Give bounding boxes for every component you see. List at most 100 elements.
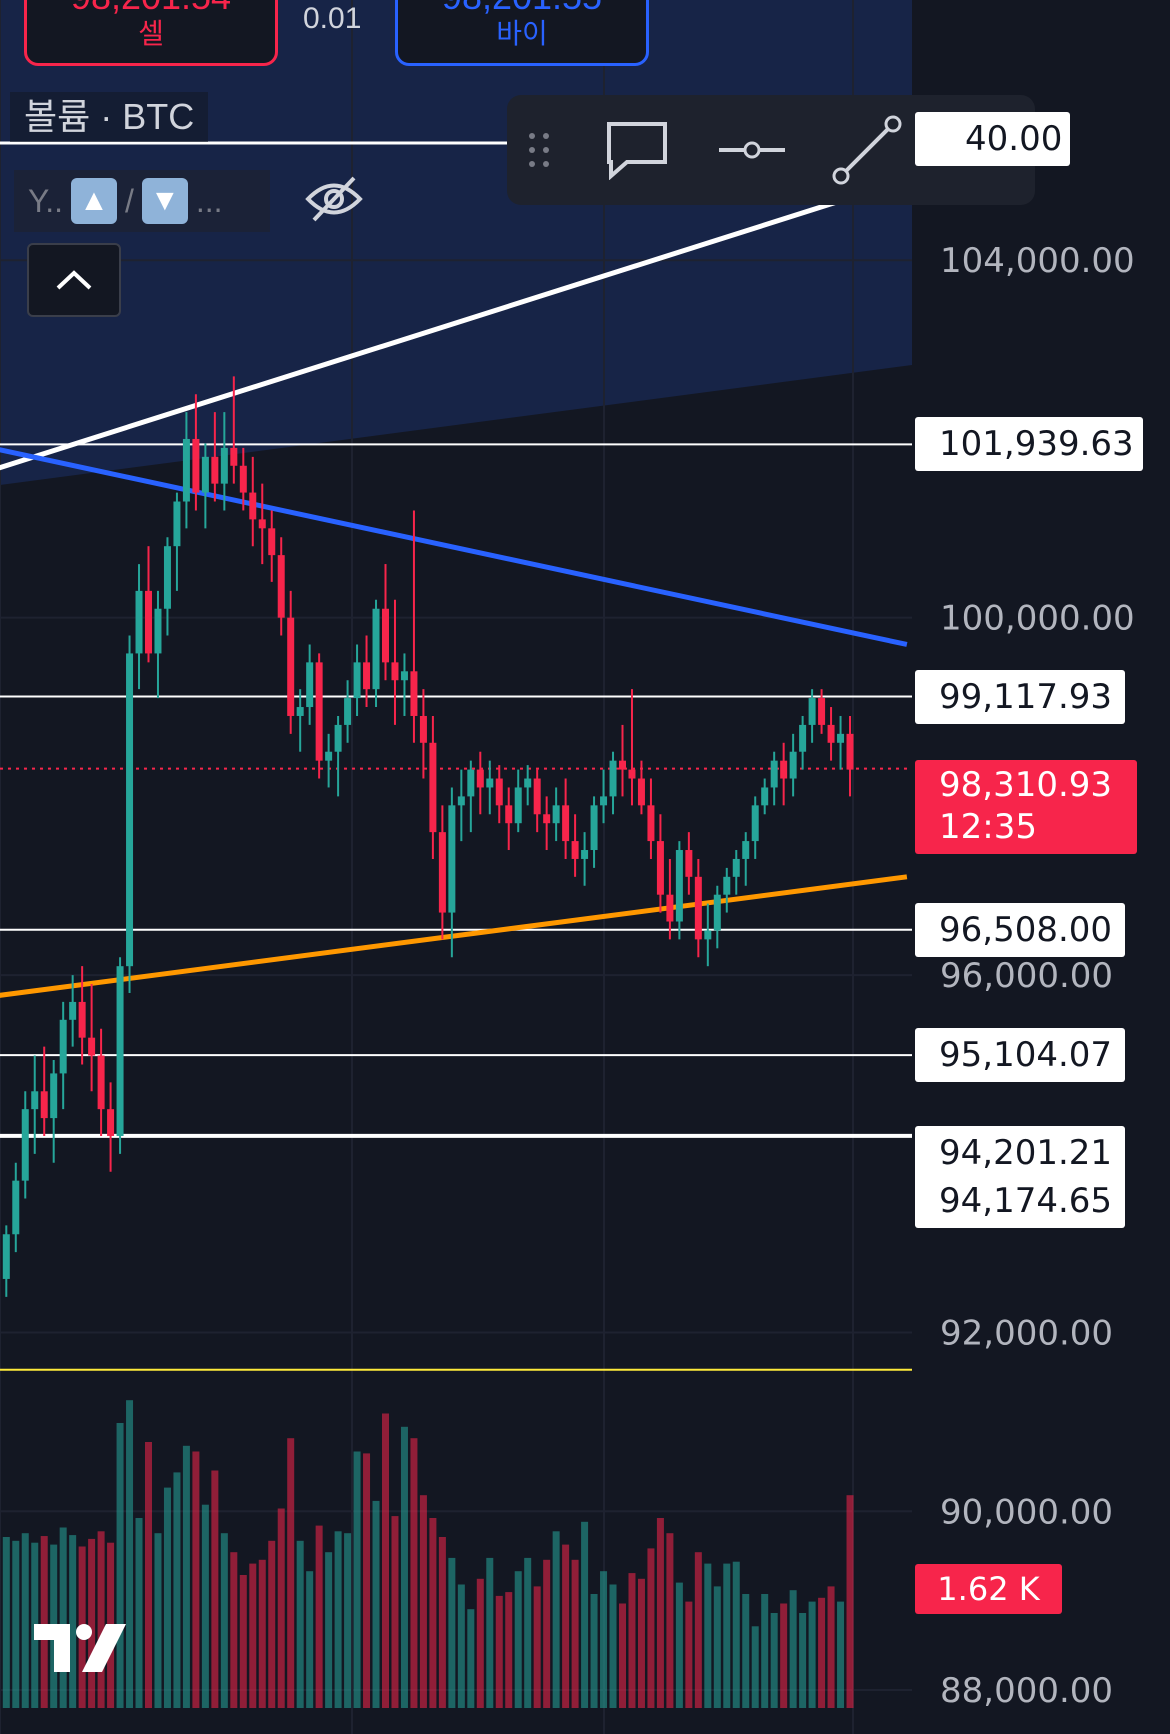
price-tag[interactable]: 96,508.00 <box>915 902 1125 957</box>
trendlines[interactable] <box>0 177 908 1002</box>
indicator-more[interactable]: ... <box>195 182 223 219</box>
price-tag-top[interactable]: 40.00 <box>915 112 1071 166</box>
volume-bar <box>505 1592 513 1708</box>
candle-body <box>571 841 579 859</box>
volume-bar <box>467 1609 475 1708</box>
volume-bar <box>533 1586 541 1708</box>
candle-body <box>476 769 484 788</box>
buy-button[interactable]: 98,201.55 바이 <box>395 0 649 66</box>
candle-body <box>220 447 228 484</box>
candle-body <box>818 698 826 725</box>
candle-body <box>344 698 352 725</box>
comment-icon[interactable] <box>597 113 677 187</box>
volume-bar <box>846 1495 854 1708</box>
horizontal-ray-icon[interactable] <box>712 113 792 187</box>
eye-hidden-icon[interactable] <box>304 172 364 226</box>
volume-bar <box>258 1559 266 1708</box>
volume-bar <box>637 1578 645 1708</box>
candle-body <box>325 751 333 761</box>
candle-body <box>363 662 371 690</box>
candle-body <box>505 805 513 824</box>
volume-bar <box>315 1525 323 1708</box>
volume-bar <box>154 1533 162 1708</box>
up-arrow-icon[interactable]: ▲ <box>71 178 117 224</box>
price-tag[interactable]: 95,104.07 <box>915 1028 1125 1083</box>
price-axis[interactable] <box>912 0 1170 1734</box>
price-tag[interactable]: 99,117.93 <box>915 669 1125 724</box>
candle-body <box>600 796 608 806</box>
indicator-row[interactable]: Y.. ▲ / ▼ ... <box>14 170 270 232</box>
candle-body <box>675 850 683 922</box>
candle-body <box>761 787 769 806</box>
volume-bar <box>306 1571 314 1708</box>
candle-body <box>69 1001 77 1020</box>
candle-body <box>486 778 494 788</box>
price-tag[interactable]: 94,201.21 <box>915 1126 1125 1180</box>
volume-bar <box>69 1535 77 1708</box>
collapse-button[interactable] <box>27 243 121 317</box>
candle-body <box>154 608 162 654</box>
volume-bar <box>2 1537 10 1708</box>
candle-body <box>732 858 740 877</box>
volume-bar <box>277 1508 285 1708</box>
volume-bar <box>675 1582 683 1708</box>
candle-body <box>552 805 560 824</box>
volume-bar <box>220 1533 228 1708</box>
candle-body <box>780 760 788 779</box>
volume-bar <box>21 1533 29 1708</box>
volume-bar <box>619 1603 626 1708</box>
horizontal-levels[interactable] <box>0 141 912 1138</box>
volume-bar <box>789 1590 797 1708</box>
volume-tag[interactable]: 1.62 K <box>915 1564 1062 1614</box>
candle-body <box>163 546 171 609</box>
tradingview-logo-icon[interactable] <box>30 1618 130 1678</box>
sell-price: 98,201.54 <box>27 0 275 17</box>
volume-bar <box>353 1451 361 1708</box>
candle-body <box>751 805 759 842</box>
sell-button[interactable]: 98,201.54 셀 <box>24 0 278 66</box>
price-tag[interactable]: 94,174.65 <box>915 1174 1125 1228</box>
candle-body <box>21 1109 29 1181</box>
volume-bar <box>600 1571 608 1708</box>
down-arrow-icon[interactable]: ▼ <box>141 178 188 224</box>
volume-bar <box>59 1527 67 1708</box>
volume-bar <box>799 1613 807 1708</box>
drag-handle-icon[interactable] <box>511 113 567 187</box>
volume-bar <box>581 1521 589 1708</box>
indicator-separator: / <box>125 182 134 219</box>
candle-body <box>789 751 797 779</box>
candle-body <box>846 733 854 770</box>
volume-bar <box>296 1540 304 1708</box>
candle-body <box>287 617 295 716</box>
candle-body <box>723 876 731 895</box>
candle-body <box>182 438 190 502</box>
volume-bar <box>685 1601 693 1708</box>
candle-body <box>296 707 304 716</box>
volume-legend[interactable]: 볼륨 · BTC <box>10 92 209 142</box>
volume-bar <box>192 1451 200 1708</box>
volume-bar <box>552 1531 560 1708</box>
candle-body <box>135 590 143 654</box>
volume-bar <box>609 1584 617 1708</box>
volume-bar <box>88 1538 96 1708</box>
volume-bar <box>145 1442 152 1708</box>
volume-bar <box>647 1548 655 1708</box>
trend-line-icon[interactable] <box>827 113 907 187</box>
candle-body <box>429 742 437 833</box>
current-price-tag[interactable]: 98,310.93 12:35 <box>915 760 1137 854</box>
volume-bar <box>211 1470 219 1708</box>
candle-body <box>50 1073 58 1119</box>
volume-bar <box>448 1557 456 1708</box>
candle-body <box>694 876 702 940</box>
candle-body <box>713 894 721 931</box>
candle-body <box>2 1234 10 1279</box>
volume-bar <box>780 1603 788 1708</box>
volume-bar <box>837 1601 845 1708</box>
volume-bar <box>116 1423 124 1708</box>
candle-body <box>258 519 266 529</box>
price-tag[interactable]: 101,939.63 <box>915 417 1143 472</box>
candle-body <box>799 724 807 752</box>
axis-tick-label: 104,000.00 <box>940 241 1135 281</box>
axis-ticks: 88,000.00 90,000.00 92,000.00 96,000.00 100,… <box>940 241 1135 1711</box>
